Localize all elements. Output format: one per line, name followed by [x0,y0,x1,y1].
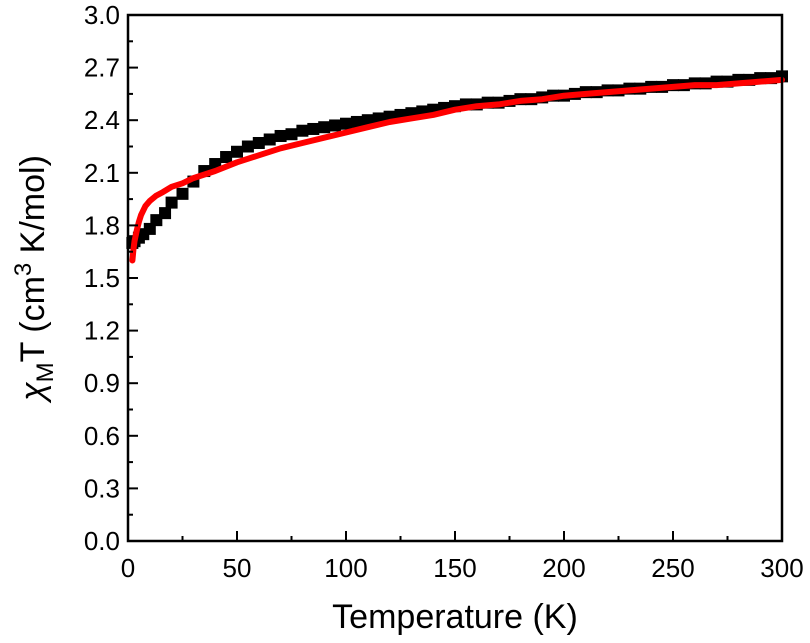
x-tick-label: 250 [651,553,694,583]
y-tick-label: 1.8 [84,210,120,240]
y-axis-ticks: 0.0 0.3 0.6 0.9 1.2 1.5 1.8 2.1 2.4 2.7 3.0 [84,0,138,556]
data-markers [126,70,788,249]
y-tick-label: 0.3 [84,473,120,503]
y-axis-title: χMT (cm3 K/mol) [10,155,59,404]
data-point [361,114,374,127]
y-tick-label: 2.1 [84,158,120,188]
data-point [285,128,298,141]
data-point [307,122,320,135]
data-point [263,133,276,146]
data-point [176,187,189,200]
data-point [350,115,363,128]
x-tick-label: 50 [223,553,252,583]
y-tick-label: 0.9 [84,368,120,398]
y-tick-label: 1.2 [84,316,120,346]
fit-curve [129,76,785,264]
data-point [231,145,243,158]
y-tick-label: 0.0 [84,526,120,556]
plot-frame [126,13,784,543]
y-axis-title-sup: 3 [10,263,37,276]
data-point [165,196,178,209]
data-point [296,124,309,137]
x-tick-label: 0 [121,553,135,583]
data-point [274,129,287,142]
data-point [241,140,254,153]
x-tick-label: 100 [324,553,367,583]
y-axis-title-chi: χ [14,381,52,404]
y-tick-label: 1.5 [84,263,120,293]
data-point [329,119,342,132]
data-point [318,121,331,134]
y-tick-label: 2.4 [84,105,120,135]
y-axis-title-t: T (cm [14,276,52,362]
y-axis-title-sub: M [32,362,59,382]
data-point [252,136,265,149]
x-tick-label: 200 [542,553,585,583]
y-axis-title-rest: K/mol) [14,155,52,263]
data-point [159,207,172,220]
data-point [340,117,352,130]
x-axis-title: Temperature (K) [332,598,578,636]
x-axis-ticks: 0 50 100 150 200 250 300 [121,531,804,583]
y-tick-label: 0.6 [84,421,120,451]
x-tick-label: 150 [433,553,476,583]
data-point [220,151,233,164]
y-tick-label: 3.0 [84,0,120,30]
x-tick-label: 300 [760,553,803,583]
y-tick-label: 2.7 [84,53,120,83]
